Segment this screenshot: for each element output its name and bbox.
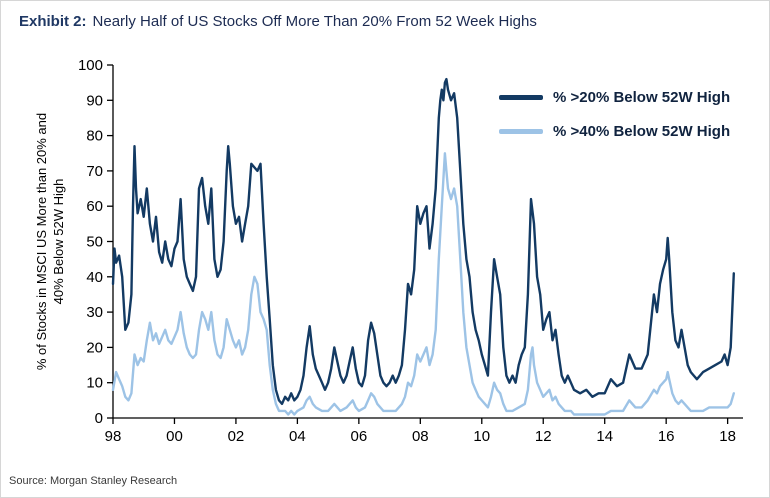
y-tick-label: 80 [86,128,103,145]
x-tick-label: 12 [535,428,552,445]
title-text: Nearly Half of US Stocks Off More Than 2… [92,13,537,30]
exhibit-label: Exhibit 2: [19,13,87,30]
source-note: Source: Morgan Stanley Research [9,475,178,487]
y-axis-label: % of Stocks in MSCI US More than 20% and [34,113,49,370]
x-tick-label: 08 [412,428,429,445]
legend-swatch-40pct-line [499,129,543,134]
chart-area: 0 10 20 30 40 50 60 70 80 90 100 98 00 02 04 06 08 10 12 14… [16,43,756,455]
x-tick-label: 02 [228,428,245,445]
y-tick-label: 70 [86,163,103,180]
y-tick-label: 40 [86,269,103,286]
x-tick-label: 14 [596,428,613,445]
x-tick-label: 06 [351,428,368,445]
legend-label-20pct: % >20% Below 52W High [553,89,731,106]
legend-item-20pct: % >20% Below 52W High [499,89,730,106]
y-tick-label: 30 [86,304,103,321]
y-tick-label: 90 [86,92,103,109]
x-tick-label: 18 [719,428,736,445]
chart-title: Exhibit 2: Nearly Half of US Stocks Off M… [19,13,537,30]
x-tick-label: 04 [289,428,306,445]
y-tick-label: 50 [86,234,103,251]
series-line-0 [111,77,735,406]
y-tick-label: 0 [95,410,103,427]
x-tick-label: 16 [658,428,675,445]
y-tick-label: 10 [86,375,103,392]
legend: % >20% Below 52W High % >40% Below 52W H… [499,89,730,140]
line-chart: 0 10 20 30 40 50 60 70 80 90 100 98 00 02 04 06 08 10 12 14… [34,57,743,445]
series-line-1 [111,152,735,416]
y-tick-label: 60 [86,198,103,215]
x-tick-label: 98 [105,428,122,445]
legend-item-40pct: % >40% Below 52W High [499,123,730,140]
y-axis-label: 40% Below 52W High [51,179,66,305]
y-tick-label: 100 [78,57,103,74]
x-tick-label: 00 [166,428,183,445]
legend-label-40pct: % >40% Below 52W High [553,123,731,140]
x-tick-label: 10 [473,428,490,445]
y-tick-label: 20 [86,339,103,356]
legend-swatch-20pct-line [499,95,543,100]
